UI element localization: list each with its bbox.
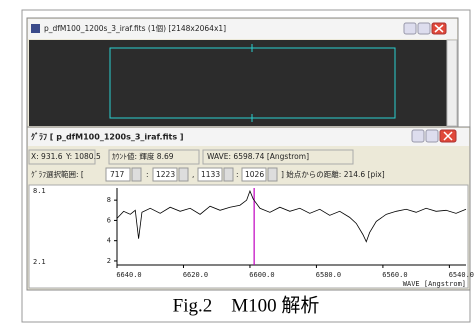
y-min-label: 2.1 (33, 258, 46, 266)
maximize-button[interactable] (426, 130, 438, 142)
status-x: X: 931.6 (31, 152, 63, 161)
y-tick-label: 6 (107, 216, 111, 224)
spinner[interactable] (224, 168, 233, 181)
minimize-button[interactable] (412, 130, 424, 142)
range-value: 1223 (156, 170, 175, 179)
window-title: ｸﾞﾗﾌ [ p_dfM100_1200s_3_iraf.fits ] (31, 132, 184, 142)
image-view (29, 40, 447, 126)
range-label: ｸﾞﾗﾌ選択範囲: [ (31, 169, 84, 179)
caption: Fig.2 M100 解析 (173, 294, 320, 316)
x-tick-label: 6540.0 (449, 271, 474, 279)
window-title: p_dfM100_1200s_3_iraf.fits (1個) [2148x20… (44, 23, 226, 33)
y-tick-label: 4 (107, 237, 111, 245)
spinner[interactable] (179, 168, 188, 181)
spinner[interactable] (132, 168, 141, 181)
minimize-button[interactable] (404, 23, 416, 34)
screenshot: p_dfM100_1200s_3_iraf.fits (1個) [2148x20… (0, 0, 475, 328)
status-y: Y: 1080.5 (65, 152, 101, 161)
y-tick-label: 2 (107, 257, 111, 265)
y-max-label: 8.1 (33, 187, 46, 195)
range-separator: : (236, 170, 239, 179)
status-count: ｶｳﾝﾄ値: 輝度 8.69 (112, 151, 174, 161)
x-tick-label: 6600.0 (249, 271, 274, 279)
maximize-button[interactable] (418, 23, 430, 34)
range-value: 717 (110, 170, 125, 179)
spinner[interactable] (268, 168, 277, 181)
x-axis-label: WAVE [Angstrom] (403, 280, 466, 288)
scrollbar[interactable] (447, 40, 457, 126)
x-tick-label: 6640.0 (116, 271, 141, 279)
x-tick-label: 6580.0 (316, 271, 341, 279)
range-separator: , (192, 170, 194, 179)
range-separator: : (146, 170, 149, 179)
range-value: 1026 (245, 170, 264, 179)
x-tick-label: 6560.0 (382, 271, 407, 279)
x-tick-label: 6620.0 (183, 271, 208, 279)
status-wave: WAVE: 6598.74 [Angstrom] (207, 152, 309, 161)
y-tick-label: 8 (107, 196, 111, 204)
range-tail: ] 始点からの距離: 214.6 [pix] (281, 169, 385, 179)
range-value: 1133 (201, 170, 220, 179)
app-icon (31, 24, 40, 33)
